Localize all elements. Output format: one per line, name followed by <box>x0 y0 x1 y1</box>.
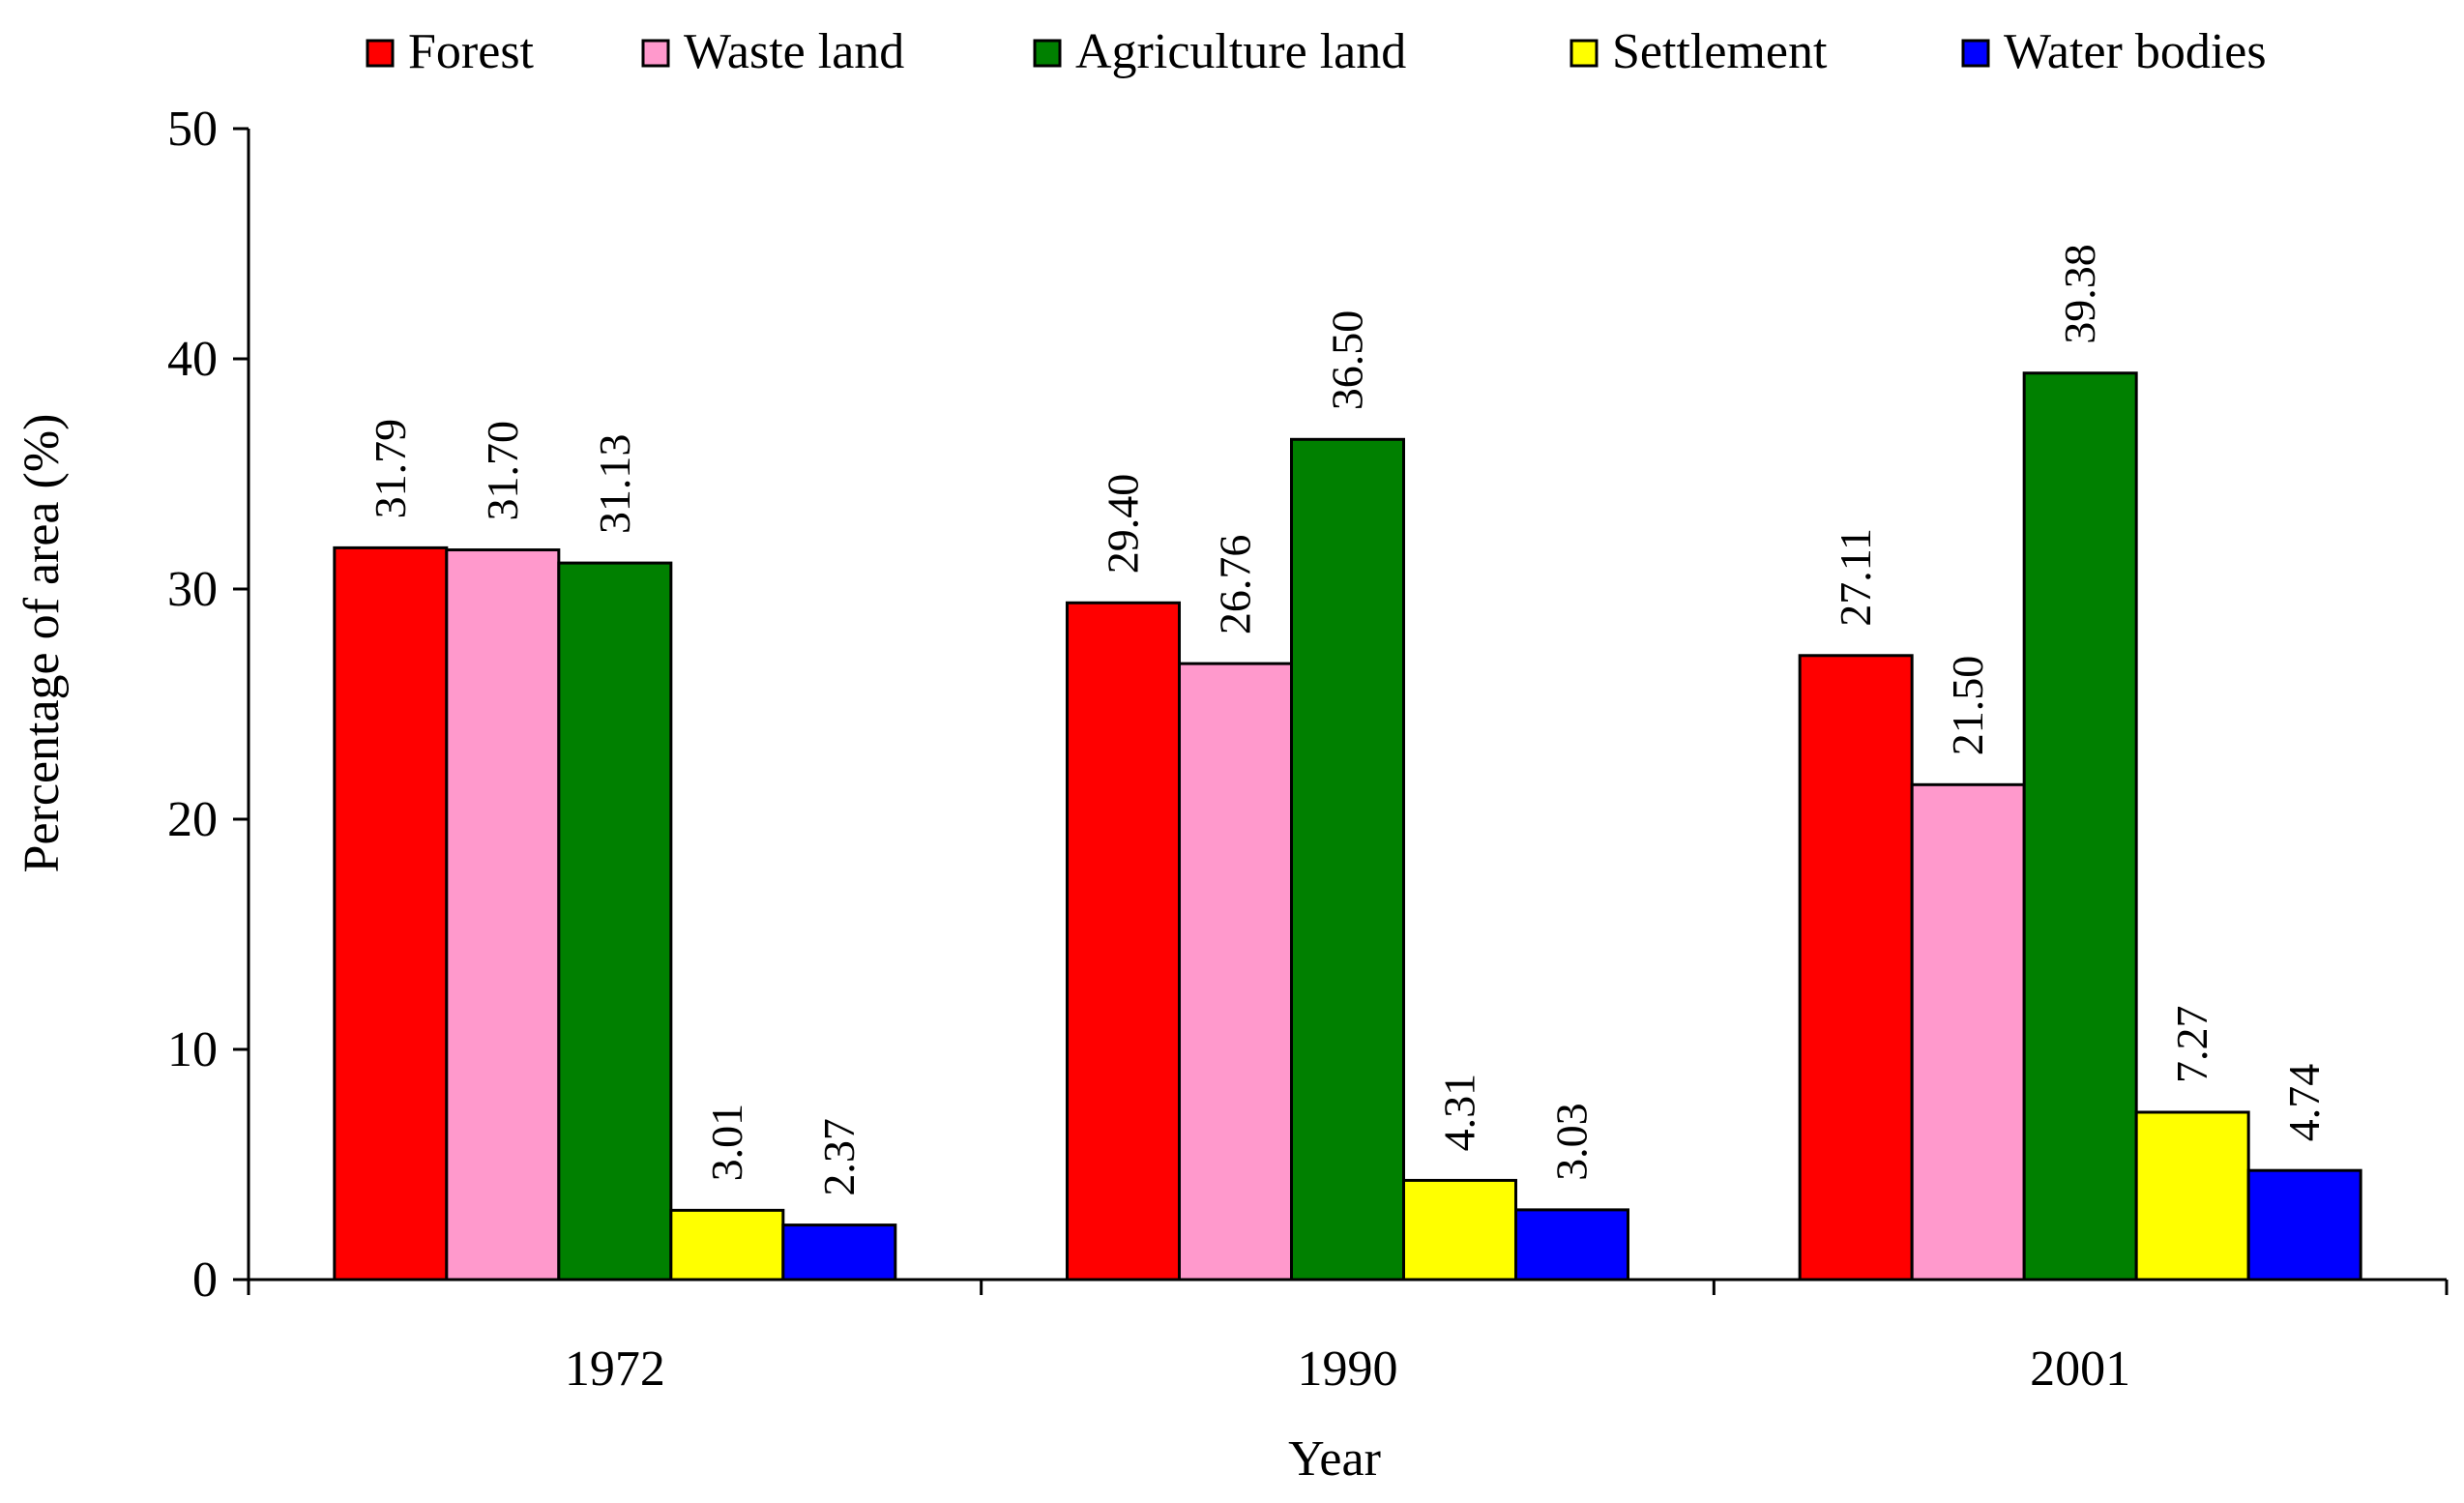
legend-label: Agriculture land <box>1075 24 1406 79</box>
bar-water-bodies-2001 <box>2246 1168 2362 1282</box>
legend: Forest Waste land Agriculture land Settleme… <box>366 24 2267 79</box>
y-tick-label: 0 <box>192 1252 218 1308</box>
bar-settlement-2001 <box>2134 1110 2250 1282</box>
data-label: 29.40 <box>1099 474 1148 575</box>
bar-waste-land-2001 <box>1910 782 2026 1282</box>
data-label: 31.79 <box>366 419 415 519</box>
y-tick-label: 30 <box>167 562 218 617</box>
data-label: 39.38 <box>2055 244 2104 344</box>
bar-agriculture-land-1972 <box>557 561 673 1282</box>
data-label: 7.27 <box>2167 1005 2216 1083</box>
bar-forest-1972 <box>333 545 449 1282</box>
legend-label: Settlement <box>1612 24 1828 79</box>
x-tick-label: 1972 <box>565 1341 665 1397</box>
bar-agriculture-land-2001 <box>2022 371 2138 1282</box>
legend-swatch-agriculture-land <box>1033 39 1062 68</box>
y-axis-title: Percentage of area (%) <box>15 414 70 873</box>
data-label: 31.70 <box>478 421 527 521</box>
data-label: 36.50 <box>1323 310 1372 411</box>
legend-label: Forest <box>408 24 535 79</box>
y-tick-label: 40 <box>167 332 218 387</box>
x-tick-label: 2001 <box>2030 1341 2130 1397</box>
data-label: 21.50 <box>1943 656 1992 756</box>
bar-forest-1990 <box>1066 601 1181 1282</box>
bar-waste-land-1990 <box>1178 662 1293 1282</box>
legend-swatch-settlement <box>1569 39 1599 68</box>
bar-water-bodies-1990 <box>1514 1208 1629 1282</box>
data-label: 4.31 <box>1435 1074 1484 1152</box>
axes: 0 10 20 30 40 50 1972 1990 2001 <box>167 102 2449 1397</box>
axis-titles: Percentage of area (%) Year <box>15 414 1381 1487</box>
plot-area: 31.79 31.70 31.13 3.01 2.37 29.40 26.76 36.50 4.… <box>333 244 2362 1282</box>
data-label: 2.37 <box>814 1118 864 1196</box>
bar-waste-land-1972 <box>445 548 561 1282</box>
data-label: 27.11 <box>1831 528 1880 627</box>
data-label: 4.74 <box>2279 1064 2329 1142</box>
bar-water-bodies-1972 <box>781 1223 897 1282</box>
x-tick-label: 1990 <box>1298 1341 1398 1397</box>
legend-swatch-waste-land <box>641 39 670 68</box>
data-label: 3.03 <box>1547 1103 1597 1181</box>
data-label: 3.01 <box>702 1104 751 1182</box>
legend-label: Waste land <box>684 24 904 79</box>
y-tick-label: 10 <box>167 1022 218 1077</box>
legend-swatch-water-bodies <box>1961 39 1990 68</box>
data-label: 26.76 <box>1211 535 1260 635</box>
bar-forest-2001 <box>1798 654 1914 1282</box>
legend-swatch-forest <box>366 39 395 68</box>
data-label: 31.13 <box>590 434 639 535</box>
y-tick-label: 20 <box>167 792 218 847</box>
x-axis-title: Year <box>1288 1431 1381 1487</box>
bar-agriculture-land-1990 <box>1290 437 1405 1282</box>
legend-label: Water bodies <box>2004 24 2267 79</box>
bar-settlement-1990 <box>1402 1178 1517 1282</box>
bar-settlement-1972 <box>669 1208 785 1282</box>
y-tick-label: 50 <box>167 102 218 157</box>
